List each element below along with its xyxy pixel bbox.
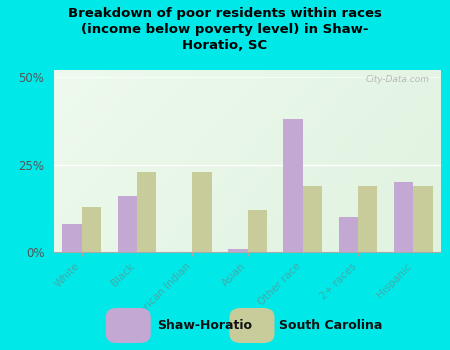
Bar — [137, 172, 156, 252]
Bar — [228, 248, 248, 252]
Text: Shaw-Horatio: Shaw-Horatio — [158, 319, 252, 332]
Bar — [62, 224, 81, 252]
Bar — [394, 182, 414, 252]
Bar — [339, 217, 358, 252]
Bar — [248, 210, 267, 252]
Text: City-Data.com: City-Data.com — [365, 76, 429, 84]
Text: Breakdown of poor residents within races
(income below poverty level) in Shaw-
H: Breakdown of poor residents within races… — [68, 7, 382, 52]
Bar — [117, 196, 137, 252]
Bar — [192, 172, 212, 252]
Bar — [303, 186, 322, 252]
Text: South Carolina: South Carolina — [279, 319, 382, 332]
Bar — [284, 119, 303, 252]
Bar — [414, 186, 433, 252]
Bar — [358, 186, 378, 252]
Bar — [81, 206, 101, 252]
